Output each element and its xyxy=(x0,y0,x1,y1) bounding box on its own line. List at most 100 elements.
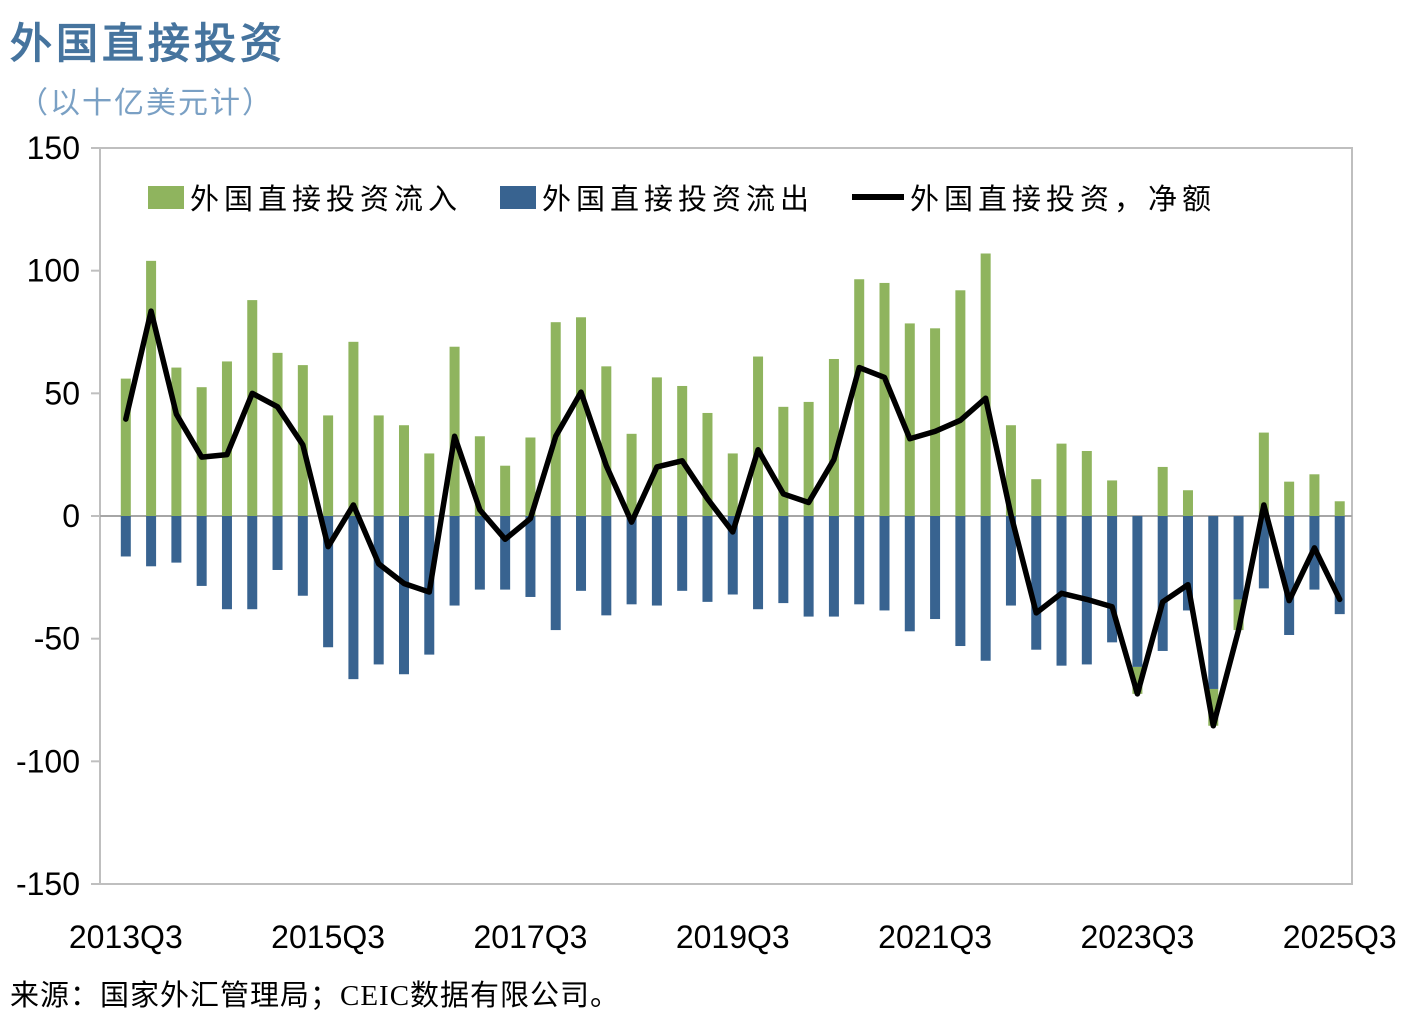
bar-outflow xyxy=(1233,516,1244,600)
bar-inflow xyxy=(1031,479,1042,516)
bar-outflow xyxy=(1081,516,1092,665)
bar-inflow xyxy=(196,387,207,516)
bar-outflow xyxy=(651,516,662,606)
bar-inflow xyxy=(373,415,384,516)
bar-inflow xyxy=(601,366,612,516)
bar-inflow xyxy=(1107,480,1118,516)
bar-outflow xyxy=(146,516,157,567)
bar-outflow xyxy=(500,516,511,590)
bar-outflow xyxy=(601,516,612,616)
bar-outflow xyxy=(171,516,182,563)
bar-inflow xyxy=(677,385,688,516)
net-line xyxy=(123,308,1343,729)
bar-outflow xyxy=(854,516,865,605)
bar-inflow xyxy=(1157,466,1168,516)
bar-inflow xyxy=(424,453,435,516)
bar-inflow xyxy=(474,436,485,516)
bar-outflow xyxy=(449,516,460,606)
bar-inflow xyxy=(1056,443,1067,516)
outflow-swatch-icon xyxy=(500,185,537,209)
bar-outflow xyxy=(1107,516,1118,643)
bar-inflow xyxy=(1309,474,1320,516)
bar-outflow xyxy=(1005,516,1016,606)
bar-outflow xyxy=(1157,516,1168,651)
bar-outflow xyxy=(626,516,637,605)
y-tick-label: 100 xyxy=(27,253,80,289)
bar-outflow xyxy=(348,516,359,680)
bar-outflow xyxy=(1258,516,1269,589)
x-tick-label: 2015Q3 xyxy=(271,919,385,955)
bar-inflow xyxy=(500,465,511,516)
bar-inflow xyxy=(221,361,232,516)
legend-item-net: 外国直接投资，净额 xyxy=(852,176,1216,218)
x-tick-label: 2023Q3 xyxy=(1080,919,1194,955)
bar-outflow xyxy=(398,516,409,675)
bar-inflow xyxy=(120,378,131,516)
y-tick-label: 0 xyxy=(62,498,80,534)
bar-inflow xyxy=(651,377,662,516)
bar-inflow xyxy=(576,317,587,516)
x-tick-label: 2025Q3 xyxy=(1283,919,1397,955)
bar-outflow xyxy=(753,516,764,610)
chart-title: 外国直接投资 xyxy=(10,22,287,68)
bar-outflow xyxy=(828,516,839,617)
bar-inflow xyxy=(904,323,915,516)
y-tick-label: -100 xyxy=(16,743,80,779)
y-tick-label: 150 xyxy=(27,130,80,166)
bar-inflow xyxy=(778,406,789,516)
bar-inflow xyxy=(1182,490,1193,516)
bar-outflow xyxy=(904,516,915,632)
bar-outflow xyxy=(550,516,561,631)
x-tick-label: 2017Q3 xyxy=(474,919,588,955)
legend-label-net: 外国直接投资，净额 xyxy=(910,184,1217,216)
bar-inflow xyxy=(828,358,839,516)
bar-inflow xyxy=(1334,501,1345,516)
bar-inflow xyxy=(550,322,561,516)
y-tick-label: -50 xyxy=(34,621,80,657)
bar-outflow xyxy=(930,516,941,620)
bar-inflow xyxy=(1233,599,1244,631)
bar-inflow xyxy=(1081,450,1092,516)
bar-outflow xyxy=(525,516,536,597)
bar-inflow xyxy=(955,290,966,516)
bar-inflow xyxy=(146,260,157,516)
bar-outflow xyxy=(297,516,308,596)
x-tick-label: 2013Q3 xyxy=(69,919,183,955)
bar-inflow xyxy=(449,346,460,516)
bar-inflow xyxy=(272,352,283,516)
bar-outflow xyxy=(1208,516,1219,689)
legend-label-inflow: 外国直接投资流入 xyxy=(190,184,463,216)
bar-outflow xyxy=(1182,516,1193,611)
bar-inflow xyxy=(247,300,258,516)
bar-inflow xyxy=(702,412,713,516)
bar-outflow xyxy=(980,516,991,661)
bar-outflow xyxy=(1031,516,1042,650)
bar-outflow xyxy=(120,516,131,557)
legend-item-outflow: 外国直接投资流出 xyxy=(500,176,814,218)
bar-inflow xyxy=(980,253,991,516)
bar-outflow xyxy=(474,516,485,590)
legend-item-inflow: 外国直接投资流入 xyxy=(148,176,462,218)
bar-outflow xyxy=(955,516,966,647)
bar-outflow xyxy=(1334,516,1345,615)
bar-inflow xyxy=(1208,688,1219,726)
bar-outflow xyxy=(576,516,587,591)
bar-outflow xyxy=(879,516,890,611)
bar-inflow xyxy=(930,328,941,516)
bar-outflow xyxy=(727,516,738,595)
bar-inflow xyxy=(1258,432,1269,516)
bar-outflow xyxy=(778,516,789,604)
bar-outflow xyxy=(247,516,258,610)
bar-outflow xyxy=(677,516,688,591)
x-tick-label: 2019Q3 xyxy=(676,919,790,955)
bar-outflow xyxy=(1284,516,1295,635)
bar-outflow xyxy=(272,516,283,570)
y-tick-label: -150 xyxy=(16,866,80,902)
bar-inflow xyxy=(348,341,359,516)
chart-legend: 外国直接投资流入 外国直接投资流出 外国直接投资，净额 xyxy=(148,176,1216,218)
source-note: 来源：国家外汇管理局；CEIC数据有限公司。 xyxy=(10,980,621,1012)
bar-inflow xyxy=(323,415,334,516)
bar-inflow xyxy=(626,433,637,516)
